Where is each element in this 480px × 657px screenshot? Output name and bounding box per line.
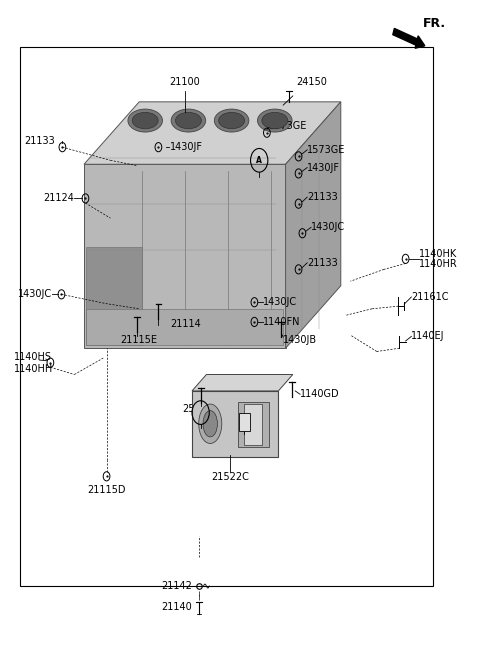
Text: 1430JC: 1430JC	[18, 289, 52, 300]
Text: 25124D: 25124D	[182, 404, 221, 414]
Text: 21119B: 21119B	[231, 434, 268, 443]
Bar	[192, 391, 278, 457]
Polygon shape	[84, 102, 341, 164]
Ellipse shape	[199, 404, 222, 443]
Bar	[238, 402, 269, 447]
Polygon shape	[192, 374, 293, 391]
Polygon shape	[286, 102, 341, 348]
Ellipse shape	[175, 112, 202, 129]
Text: 1573GE: 1573GE	[269, 121, 307, 131]
Text: A: A	[198, 408, 204, 417]
Ellipse shape	[132, 112, 158, 129]
Text: 21161C: 21161C	[411, 292, 449, 302]
Text: 21115E: 21115E	[120, 335, 158, 345]
Text: 1140FN: 1140FN	[263, 317, 300, 327]
Bar	[20, 47, 433, 586]
Bar	[244, 404, 262, 445]
Text: 1140GD: 1140GD	[300, 389, 340, 399]
Text: 21133: 21133	[307, 192, 338, 202]
Text: 1430JC: 1430JC	[311, 222, 345, 233]
Text: A: A	[256, 156, 262, 165]
Ellipse shape	[218, 112, 244, 129]
Text: 1573GE: 1573GE	[307, 145, 346, 155]
Text: 1140EJ: 1140EJ	[411, 331, 445, 342]
Text: 21133: 21133	[24, 135, 55, 146]
Text: 1140HH: 1140HH	[14, 364, 54, 374]
Polygon shape	[84, 164, 286, 348]
Text: 1140HS: 1140HS	[14, 352, 52, 363]
Text: 21140: 21140	[161, 602, 192, 612]
Text: 21522C: 21522C	[212, 472, 249, 482]
Ellipse shape	[258, 109, 292, 132]
Text: 1430JF: 1430JF	[307, 162, 340, 173]
FancyArrow shape	[393, 28, 425, 48]
Text: 1430JB: 1430JB	[283, 335, 317, 346]
Ellipse shape	[128, 109, 162, 132]
Text: 21133: 21133	[307, 258, 338, 268]
Text: 21142: 21142	[161, 581, 192, 591]
Text: 1430JF: 1430JF	[170, 142, 204, 152]
Polygon shape	[86, 247, 142, 345]
Ellipse shape	[214, 109, 249, 132]
Text: 21100: 21100	[169, 77, 200, 87]
Text: 21124: 21124	[44, 193, 74, 204]
Ellipse shape	[203, 411, 217, 437]
Text: 24150: 24150	[297, 77, 327, 87]
Polygon shape	[86, 309, 283, 345]
Text: 1140HR: 1140HR	[419, 259, 457, 269]
Text: 1430JC: 1430JC	[263, 297, 297, 307]
Text: 1140HK: 1140HK	[419, 248, 457, 259]
Ellipse shape	[171, 109, 205, 132]
Bar	[239, 413, 250, 431]
Text: 21114: 21114	[170, 319, 201, 329]
Ellipse shape	[262, 112, 288, 129]
Text: FR.: FR.	[422, 17, 445, 30]
Text: 21115D: 21115D	[87, 485, 126, 495]
